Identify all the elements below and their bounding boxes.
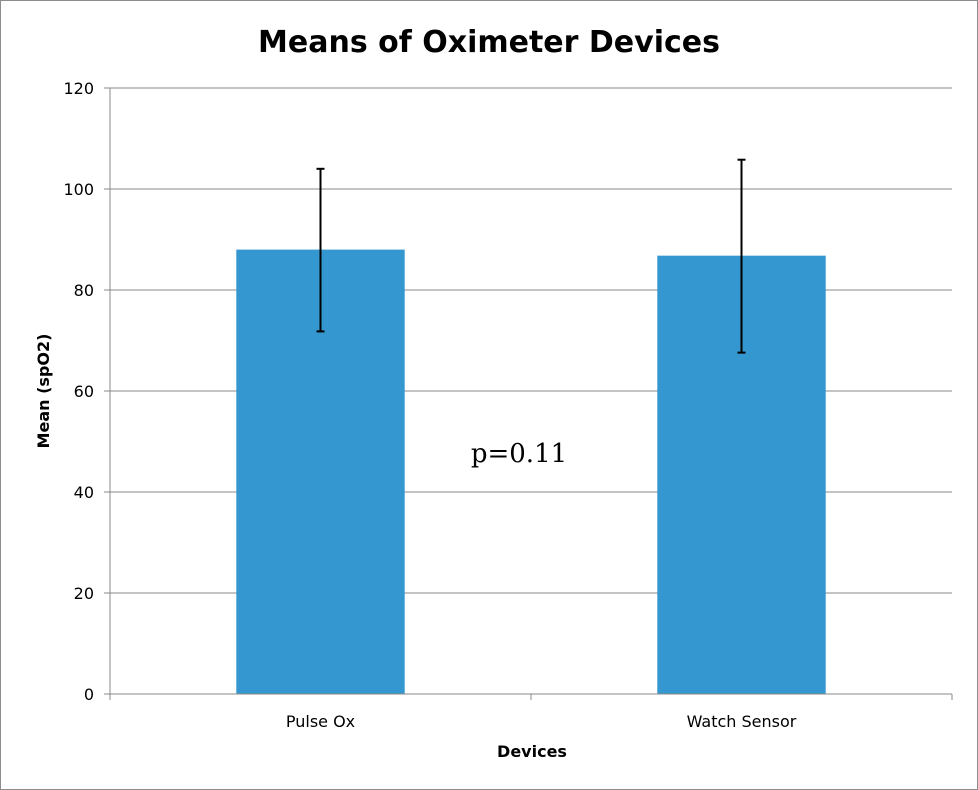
bars	[236, 249, 826, 694]
y-tick-labels: 0 20 40 60 80 100 120	[63, 79, 94, 704]
y-tick-label: 0	[84, 685, 94, 704]
y-tick-label: 80	[74, 281, 94, 300]
y-axis-label: Mean (spO2)	[34, 334, 53, 449]
error-bars	[316, 158, 746, 354]
y-tick-label: 60	[74, 382, 94, 401]
x-tick-label: Watch Sensor	[687, 712, 797, 731]
y-tick-label: 100	[63, 180, 94, 199]
p-value-annotation: p=0.11	[471, 439, 567, 469]
y-tick-label: 20	[74, 584, 94, 603]
x-tick-labels: Pulse Ox Watch Sensor	[286, 712, 797, 731]
y-tick-label: 120	[63, 79, 94, 98]
chart-title: Means of Oximeter Devices	[258, 25, 720, 60]
x-axis-label: Devices	[497, 742, 567, 761]
x-tick-label: Pulse Ox	[286, 712, 355, 731]
y-tick-label: 40	[74, 483, 94, 502]
axes	[109, 88, 953, 700]
